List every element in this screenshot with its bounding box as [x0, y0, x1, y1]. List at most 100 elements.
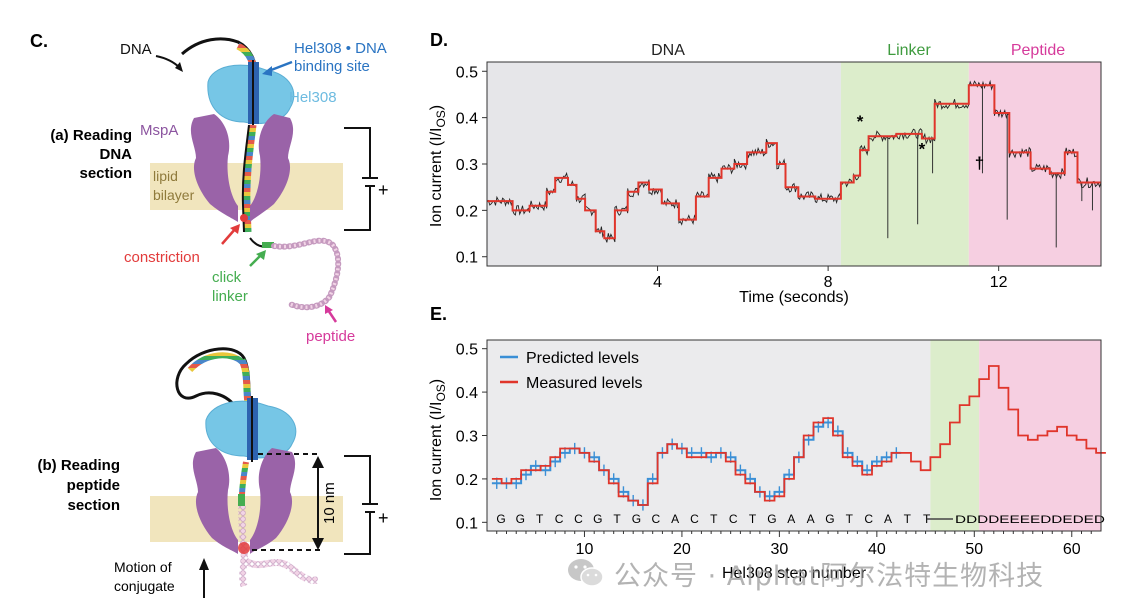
seq-letter-3: C [555, 512, 564, 526]
y-tick-label-e-1: 0.2 [456, 472, 478, 489]
region-bg-0 [487, 62, 841, 266]
dna-label-arrow [155, 55, 181, 69]
dna-label: DNA [120, 41, 152, 58]
seq-letter-19: C [864, 512, 873, 526]
click-linker-arrowhead [256, 250, 266, 260]
region-label-peptide-d: Peptide [1011, 42, 1065, 59]
event-marker-2: † [975, 154, 984, 173]
mspa-pore-right-b [250, 448, 296, 554]
reading-peptide-label-1: (b) Reading [38, 457, 121, 474]
legend-label-measured: Measured levels [526, 375, 643, 392]
dna-bases-top-b [187, 352, 245, 373]
region-bg-2 [968, 62, 1101, 266]
panel-c-letter: C. [30, 31, 48, 51]
seq-letter-13: T [749, 512, 757, 526]
region-bg-e-1 [930, 340, 980, 531]
circuit-a [344, 127, 378, 231]
x-tick-label-e-5: 60 [1063, 541, 1081, 558]
panel-d: D. 0.1 0.2 0.3 0.4 0.5 4 8 12 * * † DNA Linker Pep… [428, 30, 1102, 306]
y-axis-label-e: Ion current (I/IOS) [428, 379, 448, 501]
seq-letter-1: G [516, 512, 525, 526]
lipid-bilayer-b [150, 496, 343, 542]
circuit-b [344, 455, 378, 555]
peptide-label: peptide [306, 328, 355, 345]
seq-letter-17: G [825, 512, 834, 526]
x-tick-label-e-3: 40 [868, 541, 886, 558]
y-tick-label-1: 0.2 [456, 203, 478, 220]
lipid-label-1: lipid [153, 168, 178, 184]
panel-c: C. + [30, 31, 389, 598]
mspa-pore-left-a [190, 114, 238, 222]
dna-arrowhead [175, 62, 183, 72]
wechat-icon [568, 559, 604, 587]
y-tick-label-e-4: 0.5 [456, 342, 478, 359]
seq-letter-20: A [884, 512, 892, 526]
hel308-dna-arrowhead [262, 66, 272, 76]
measured-line [491, 365, 1106, 506]
seq-letter-4: C [574, 512, 583, 526]
y-tick-label-0: 0.1 [456, 250, 478, 267]
seq-letter-0: G [496, 512, 505, 526]
seq-letter-8: C [651, 512, 660, 526]
y-tick-label-4: 0.5 [456, 64, 478, 81]
region-bg-e-0 [487, 340, 931, 531]
motion-label-2: conjugate [114, 578, 175, 594]
motion-label-1: Motion of [114, 559, 172, 575]
hel308-label: Hel308 [289, 89, 337, 106]
plus-label-b: + [378, 508, 389, 528]
x-tick-label-e-4: 50 [965, 541, 983, 558]
seq-letter-16: A [807, 512, 815, 526]
legend-label-predicted: Predicted levels [526, 350, 639, 367]
mspa-pore-left-b [192, 448, 238, 554]
constriction-label: constriction [124, 249, 200, 266]
seq-letter-10: C [690, 512, 699, 526]
seq-letter-21: T [904, 512, 912, 526]
dna-through-pore-core-a [241, 124, 250, 233]
constriction-site-b [238, 542, 250, 554]
seq-letter-11: T [710, 512, 718, 526]
seq-letter-5: G [593, 512, 602, 526]
scale-bar-top-arrow [312, 456, 324, 468]
x-tick-label-2: 12 [990, 274, 1008, 291]
reading-dna-label-3: section [79, 165, 132, 182]
y-tick-label-2: 0.3 [456, 157, 478, 174]
x-tick-label-1: 8 [824, 274, 833, 291]
seq-letter-7: G [632, 512, 641, 526]
panel-e: E. G G T C C G T G C A C T C T G A A G T C A T T DDDDEEEEDDEDED… [428, 304, 1106, 582]
watermark-text: 公众号 · Alphat阿尔法特生物科技 [614, 560, 1045, 592]
peptide-arrow [326, 309, 338, 323]
y-tick-label-e-2: 0.3 [456, 429, 478, 446]
mspa-pore-right-a [250, 114, 294, 222]
mspa-label: MspA [140, 122, 178, 139]
reading-dna-label-1: (a) Reading [50, 127, 132, 144]
seq-letter-6: T [613, 512, 621, 526]
raw-trace [486, 79, 1102, 243]
y-tick-label-e-3: 0.4 [456, 385, 478, 402]
x-tick-label-e-0: 10 [576, 541, 594, 558]
click-linker-mark-a [262, 242, 274, 248]
x-tick-label-0: 4 [653, 274, 662, 291]
dna-bases-loop-b [238, 358, 252, 405]
peptide-tail-b [242, 556, 319, 584]
reading-dna-label-2: DNA [100, 146, 133, 163]
chart-d: 0.1 0.2 0.3 0.4 0.5 4 8 12 * * † [456, 61, 1102, 291]
x-axis-label-e: Hel308 step number [722, 565, 867, 582]
reading-peptide-label-2: peptide [67, 477, 120, 494]
panel-e-letter: E. [430, 304, 447, 324]
click-linker-mark-b [238, 494, 245, 506]
scale-bar-bottom-arrow [312, 538, 324, 550]
diagram-a: + [181, 37, 389, 311]
reading-peptide-label-3: section [67, 497, 120, 514]
lipid-label-2: bilayer [153, 187, 195, 203]
click-label-1: click [212, 269, 242, 286]
dna-short-b [239, 461, 249, 497]
seq-letter-18: T [846, 512, 854, 526]
event-marker-0: * [857, 112, 864, 131]
x-tick-label-e-2: 30 [770, 541, 788, 558]
region-label-linker-d: Linker [887, 42, 931, 59]
event-marker-1: * [919, 140, 926, 159]
plus-label-a: + [378, 180, 389, 200]
ten-nm-label: 10 nm [321, 482, 338, 524]
peptide-arrowhead [325, 305, 333, 314]
